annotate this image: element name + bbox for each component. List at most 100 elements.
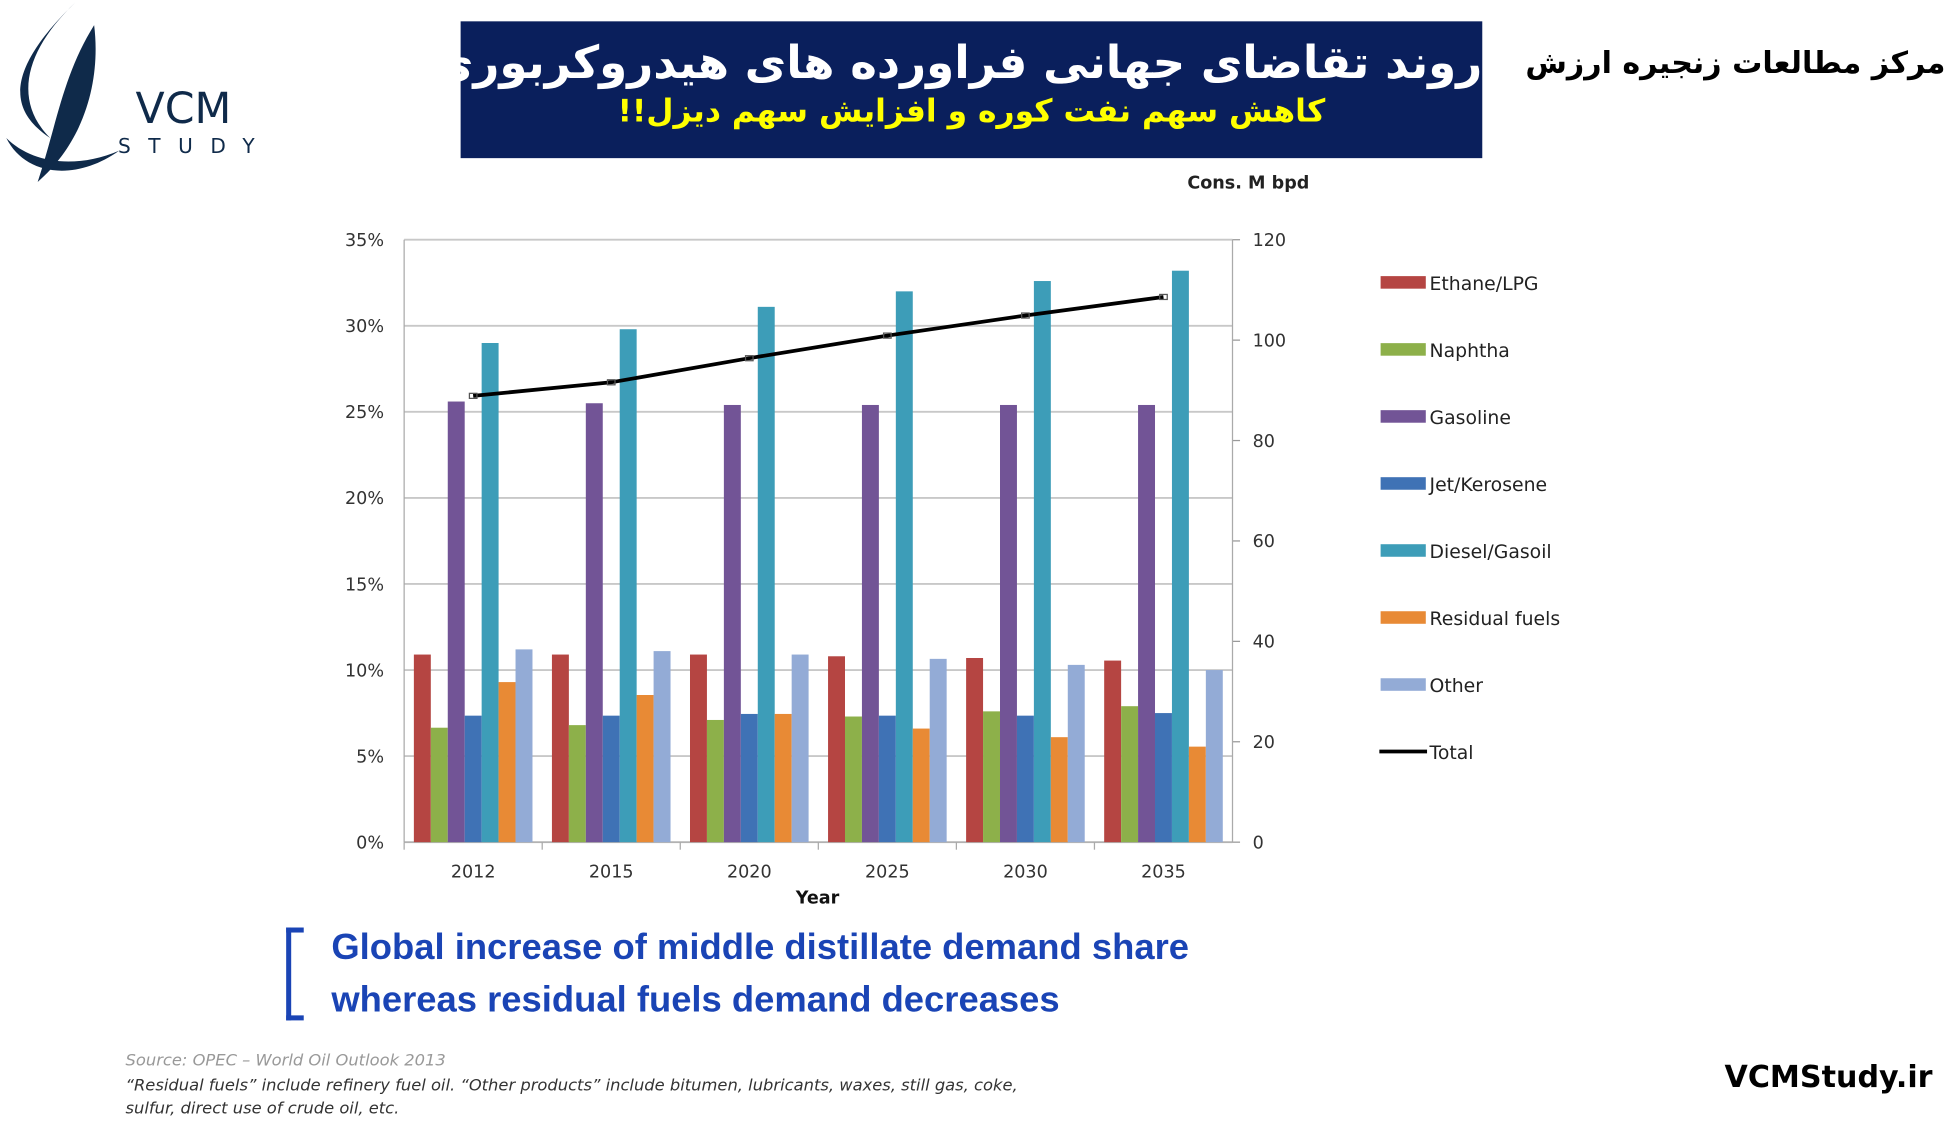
y2-tick-label: 60	[1253, 532, 1275, 552]
legend-swatch	[1380, 410, 1426, 423]
bar-ethane-lpg	[413, 654, 431, 843]
bar-residual-fuels	[1188, 746, 1206, 843]
legend-swatch	[1380, 276, 1426, 289]
legend-swatch	[1380, 343, 1426, 356]
bar-diesel-gasoil	[1033, 281, 1051, 843]
bar-naphtha	[983, 711, 1001, 843]
y-tick-label: 0%	[356, 833, 384, 853]
page-subtitle: کاهش سهم نفت کوره و افزایش سهم دیزل!!	[617, 92, 1326, 130]
bar-ethane-lpg	[551, 654, 569, 843]
svg-text:VCM: VCM	[136, 84, 232, 134]
x-tick-label: 2025	[865, 862, 910, 882]
bar-naphtha	[844, 716, 862, 843]
bar-ethane-lpg	[689, 654, 707, 843]
bar-jet-kerosene	[740, 713, 758, 843]
bar-naphtha	[706, 719, 724, 843]
y-tick-label: 25%	[345, 403, 384, 423]
total-point	[744, 355, 754, 362]
bar-jet-kerosene	[464, 715, 482, 843]
organization-name: مرکز مطالعات زنجیره ارزش	[1525, 45, 1946, 81]
total-point	[468, 392, 478, 399]
legend-label: Diesel/Gasoil	[1430, 542, 1552, 563]
bar-gasoline	[1000, 404, 1017, 843]
bar-gasoline	[1138, 404, 1156, 843]
bar-jet-kerosene	[1016, 715, 1034, 843]
y-tick-label: 15%	[345, 575, 384, 595]
total-point	[1159, 293, 1168, 301]
bar-ethane-lpg	[828, 656, 845, 843]
vcm-study-logo: VCM STUDY	[6, 2, 272, 182]
bar-naphtha	[1121, 706, 1139, 843]
bar-residual-fuels	[912, 728, 930, 843]
x-tick-label: 2012	[451, 862, 496, 882]
y2-tick-label: 40	[1253, 633, 1275, 653]
bar-diesel-gasoil	[619, 329, 637, 843]
y2-tick-label: 0	[1253, 833, 1264, 853]
total-point	[1021, 312, 1030, 319]
legend-label: Gasoline	[1430, 408, 1511, 429]
x-tick-label: 2020	[727, 862, 772, 882]
source-note: Source: OPEC – World Oil Outlook 2013	[125, 1051, 446, 1071]
total-point	[882, 332, 892, 339]
bar-gasoline	[585, 403, 603, 843]
message-line-2: whereas residual fuels demand decreases	[331, 980, 1060, 1021]
message-line-1: Global increase of middle distillate dem…	[331, 927, 1189, 968]
x-axis-title: Year	[795, 888, 840, 909]
bar-jet-kerosene	[602, 715, 620, 843]
legend-swatch	[1380, 544, 1426, 557]
bar-gasoline	[861, 404, 879, 843]
legend-label: Jet/Kerosene	[1429, 475, 1548, 496]
y2-tick-label: 100	[1253, 331, 1287, 351]
x-tick-label: 2035	[1141, 862, 1186, 882]
legend-label: Residual fuels	[1430, 609, 1561, 630]
x-tick-label: 2015	[589, 862, 634, 882]
bar-gasoline	[447, 401, 465, 843]
legend-label: Other	[1430, 676, 1484, 697]
total-point	[606, 379, 616, 386]
legend-swatch	[1380, 678, 1426, 691]
y-tick-label: 5%	[356, 747, 384, 767]
bar-other	[791, 654, 809, 843]
x-tick-label: 2030	[1003, 862, 1048, 882]
bar-jet-kerosene	[878, 715, 896, 843]
bar-other	[1067, 664, 1085, 843]
y-tick-label: 20%	[345, 489, 384, 509]
footnote-line-1: “Residual fuels” include refinery fuel o…	[125, 1076, 1018, 1096]
bar-naphtha	[568, 725, 586, 843]
bar-gasoline	[723, 404, 741, 843]
svg-text:STUDY: STUDY	[118, 134, 272, 158]
right-axis-unit: Cons. M bpd	[1187, 173, 1310, 194]
y-tick-label: 10%	[345, 661, 384, 681]
legend-label: Naphtha	[1430, 341, 1510, 362]
bar-other	[929, 658, 947, 843]
bar-other	[1205, 670, 1223, 843]
legend-label: Total	[1429, 743, 1474, 764]
footnote-line-2: sulfur, direct use of crude oil, etc.	[125, 1099, 400, 1119]
bar-residual-fuels	[774, 713, 792, 843]
legend-swatch	[1380, 611, 1426, 624]
total-line	[472, 295, 1164, 398]
legend-swatch	[1380, 477, 1426, 490]
bar-diesel-gasoil	[1171, 270, 1189, 843]
legend-label: Ethane/LPG	[1430, 274, 1539, 295]
y2-tick-label: 120	[1253, 231, 1287, 251]
bar-ethane-lpg	[1104, 660, 1122, 843]
bar-jet-kerosene	[1155, 713, 1172, 843]
bracket-decoration	[286, 927, 304, 1021]
y-tick-label: 35%	[345, 231, 384, 251]
bar-residual-fuels	[636, 695, 654, 843]
bar-diesel-gasoil	[895, 291, 913, 843]
bar-other	[653, 651, 671, 843]
bar-residual-fuels	[498, 682, 516, 843]
website-label: VCMStudy.ir	[1724, 1059, 1933, 1095]
page-title: روند تقاضای جهانی فراورده های هیدروکربور…	[432, 37, 1483, 90]
y-tick-label: 30%	[345, 317, 384, 337]
bar-residual-fuels	[1050, 737, 1068, 843]
bar-other	[515, 649, 533, 843]
bar-diesel-gasoil	[757, 306, 775, 843]
bar-ethane-lpg	[966, 657, 984, 843]
y2-tick-label: 80	[1253, 432, 1275, 452]
bar-diesel-gasoil	[481, 343, 499, 843]
y2-tick-label: 20	[1253, 733, 1275, 753]
